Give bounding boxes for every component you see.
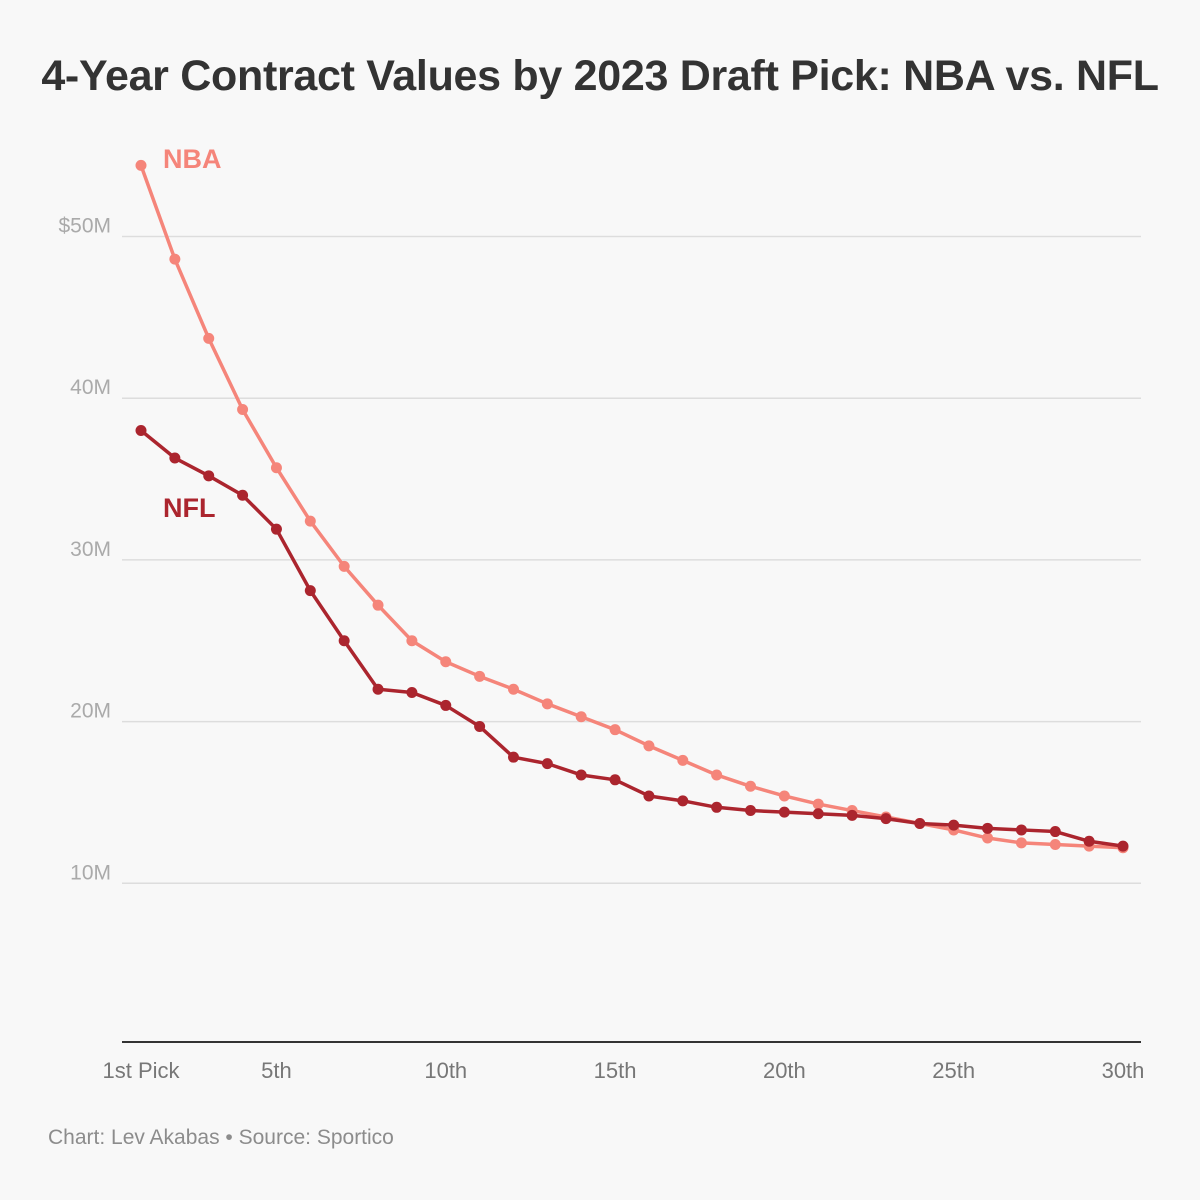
data-point-nfl [643, 790, 655, 802]
data-point-nfl [304, 585, 316, 597]
data-point-nfl [609, 774, 621, 786]
data-point-nba [778, 790, 790, 802]
source-note: Chart: Lev Akabas • Source: Sportico [48, 1126, 394, 1149]
data-point-nfl [541, 758, 553, 770]
data-point-nba [575, 711, 587, 723]
x-axis-ticks: 1st Pick 5th 10th 15th 20th 25th 30th [102, 1058, 1144, 1083]
data-point-nfl [711, 801, 723, 813]
data-point-nba [1015, 837, 1027, 849]
data-point-nfl [880, 813, 892, 825]
data-point-nfl [914, 817, 926, 829]
data-point-nba [677, 754, 689, 766]
series-lines [135, 159, 1129, 854]
x-tick-label: 15th [594, 1058, 637, 1083]
x-tick-label: 10th [424, 1058, 467, 1083]
y-tick-label: 30M [70, 538, 111, 561]
data-point-nba [745, 780, 757, 792]
data-point-nfl [474, 720, 486, 732]
data-point-nba [982, 832, 994, 844]
data-point-nfl [440, 699, 452, 711]
data-point-nfl [778, 806, 790, 818]
data-point-nba [812, 798, 824, 810]
data-point-nfl [846, 809, 858, 821]
series-labels: NBA NFL [163, 144, 222, 523]
data-point-nba [338, 560, 350, 572]
data-point-nba [169, 253, 181, 265]
data-point-nfl [1015, 824, 1027, 836]
data-point-nfl [203, 470, 215, 482]
data-point-nfl [575, 769, 587, 781]
series-label-nfl: NFL [163, 493, 215, 523]
data-point-nfl [1083, 835, 1095, 847]
y-axis-ticks: 10M 20M 30M 40M $50M [58, 215, 111, 885]
series-nfl [135, 425, 1129, 852]
data-point-nba [440, 656, 452, 668]
data-point-nfl [135, 425, 147, 437]
data-point-nfl [948, 819, 960, 831]
y-tick-label: 10M [70, 861, 111, 884]
data-point-nfl [1117, 840, 1129, 852]
data-point-nba [304, 515, 316, 527]
series-line-nba [139, 163, 1125, 850]
data-point-nba [507, 683, 519, 695]
data-point-nba [711, 769, 723, 781]
data-point-nfl [677, 795, 689, 807]
data-point-nfl [169, 452, 181, 464]
data-point-nba [270, 462, 282, 474]
data-point-nba [541, 698, 553, 710]
data-point-nba [237, 404, 249, 416]
series-label-nba: NBA [163, 144, 222, 174]
data-point-nfl [237, 489, 249, 501]
data-point-nfl [982, 822, 994, 834]
data-point-nfl [406, 686, 418, 698]
data-point-nba [1049, 838, 1061, 850]
data-point-nba [474, 670, 486, 682]
data-point-nfl [507, 751, 519, 763]
y-tick-label: 40M [70, 376, 111, 399]
x-tick-label: 1st Pick [102, 1058, 180, 1083]
y-tick-label: 20M [70, 700, 111, 723]
data-point-nfl [270, 523, 282, 535]
data-point-nba [609, 724, 621, 736]
data-point-nfl [745, 805, 757, 817]
data-point-nfl [372, 683, 384, 695]
x-tick-label: 30th [1102, 1058, 1145, 1083]
x-tick-label: 5th [261, 1058, 292, 1083]
chart-title: 4-Year Contract Values by 2023 Draft Pic… [41, 52, 1159, 100]
data-point-nfl [812, 808, 824, 820]
data-point-nfl [1049, 826, 1061, 838]
data-point-nba [203, 332, 215, 344]
data-point-nba [643, 740, 655, 752]
data-point-nfl [338, 635, 350, 647]
series-line-nfl [139, 428, 1125, 848]
x-tick-label: 20th [763, 1058, 806, 1083]
data-point-nba [372, 599, 384, 611]
data-point-nba [406, 635, 418, 647]
y-tick-label: $50M [58, 215, 111, 238]
data-point-nba [135, 159, 147, 171]
x-tick-label: 25th [932, 1058, 975, 1083]
series-nba [135, 159, 1129, 854]
